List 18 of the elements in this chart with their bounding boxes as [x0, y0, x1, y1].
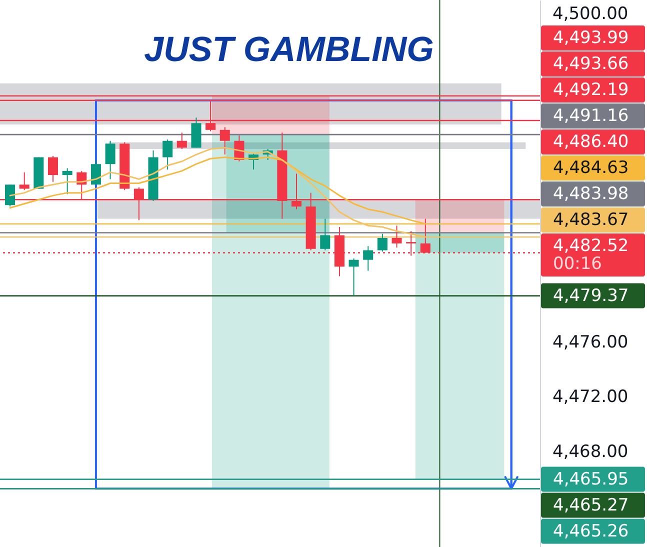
ref-line-label: 4,484.63	[553, 158, 629, 178]
ref-line-label: 4,465.27	[553, 495, 629, 516]
text: JUST GAMBLING	[144, 30, 434, 69]
ref-line-label: 4,483.98	[553, 184, 629, 204]
ref-line-label: 4,493.99	[553, 28, 629, 48]
ref-line-label: 4,465.26	[553, 521, 629, 542]
y-tick-label: 4,468.00	[552, 442, 628, 462]
ref-line-label: 4,483.67	[553, 210, 629, 230]
y-tick-label: 4,500.00	[552, 4, 628, 24]
ref-line-label: 4,479.37	[553, 286, 629, 306]
y-tick-label: 4,472.00	[552, 387, 628, 408]
y-tick-label: 4,476.00	[552, 332, 628, 352]
ref-line-label: 4,482.52 00:16	[553, 236, 629, 274]
ref-line-label: 4,493.66	[553, 54, 629, 74]
ref-line-label: 4,465.95	[553, 469, 629, 490]
ref-line-label: 4,486.40	[553, 132, 629, 152]
ref-line-label: 4,492.19	[553, 80, 629, 100]
ref-line-label: 4,491.16	[553, 106, 629, 126]
